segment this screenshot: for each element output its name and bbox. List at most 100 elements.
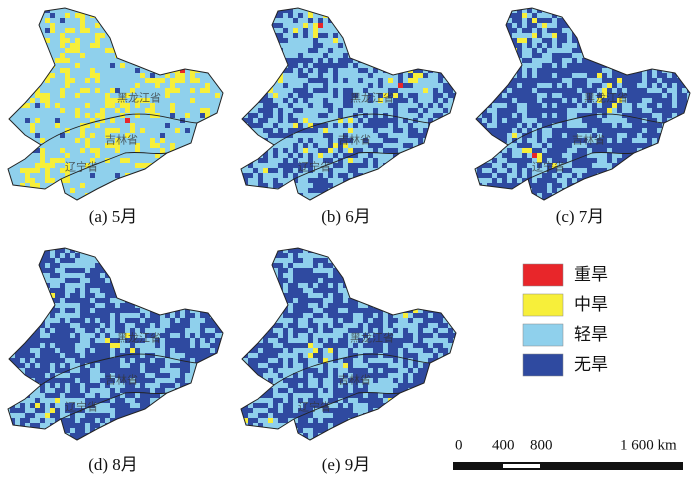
map-cell	[8, 33, 10, 38]
map-cell	[338, 348, 343, 353]
map-cell	[60, 13, 65, 18]
map-cell	[210, 78, 215, 83]
map-cell	[398, 323, 403, 328]
map-cell	[95, 63, 100, 68]
map-cell	[75, 128, 80, 133]
map-cell	[482, 198, 487, 200]
map-cell	[448, 278, 453, 283]
map-cell	[383, 328, 388, 333]
map-cell	[263, 8, 268, 13]
map-cell	[140, 43, 145, 48]
map-cell	[165, 58, 170, 63]
map-cell	[657, 8, 662, 13]
map-cell	[338, 153, 343, 158]
map-cell	[398, 363, 403, 368]
map-cell	[348, 118, 353, 123]
map-cell	[95, 168, 100, 173]
map-cell	[438, 268, 443, 273]
map-cell	[110, 58, 115, 63]
map-cell	[40, 178, 45, 183]
map-cell	[348, 333, 353, 338]
map-cell	[130, 358, 135, 363]
map-cell	[368, 368, 373, 373]
map-cell	[115, 148, 120, 153]
map-cell	[140, 98, 145, 103]
map-cell	[125, 93, 130, 98]
map-cell	[343, 288, 348, 293]
map-cell	[308, 98, 313, 103]
map-cell	[205, 48, 210, 53]
map-cell	[617, 153, 622, 158]
map-cell	[303, 183, 308, 188]
map-cell	[135, 248, 140, 253]
map-cell	[423, 93, 428, 98]
map-cell	[677, 33, 682, 38]
map-cell	[175, 108, 180, 113]
map-cell	[95, 118, 100, 123]
map-cell	[438, 3, 443, 8]
map-cell	[165, 43, 170, 48]
map-cell	[35, 363, 40, 368]
map-cell	[45, 388, 50, 393]
map-cell	[15, 258, 20, 263]
map-cell	[15, 288, 20, 293]
map-cell	[60, 178, 65, 183]
map-cell	[195, 383, 200, 388]
map-cell	[15, 273, 20, 278]
map-cell	[413, 18, 418, 23]
map-cell	[502, 53, 507, 58]
map-cell	[283, 353, 288, 358]
map-cell	[220, 188, 223, 193]
map-cell	[90, 123, 95, 128]
map-cell	[637, 28, 642, 33]
map-cell	[657, 3, 662, 8]
map-cell	[225, 73, 230, 78]
map-cell	[165, 13, 170, 18]
map-cell	[408, 328, 413, 333]
map-cell	[115, 303, 120, 308]
map-cell	[205, 33, 210, 38]
map-cell	[642, 103, 647, 108]
map-cell	[55, 88, 60, 93]
map-cell	[145, 173, 150, 178]
map-cell	[348, 343, 353, 348]
map-cell	[687, 183, 690, 188]
map-cell	[303, 18, 308, 23]
map-cell	[428, 328, 433, 333]
map-cell	[652, 43, 657, 48]
map-cell	[225, 28, 230, 33]
map-cell	[241, 93, 243, 98]
map-cell	[328, 78, 333, 83]
map-cell	[90, 378, 95, 383]
map-cell	[602, 68, 607, 73]
map-cell	[160, 148, 165, 153]
map-cell	[160, 353, 165, 358]
map-cell	[190, 303, 195, 308]
map-cell	[95, 388, 100, 393]
map-cell	[393, 323, 398, 328]
map-cell	[55, 183, 60, 188]
map-cell	[215, 33, 220, 38]
map-cell	[308, 183, 313, 188]
map-cell	[8, 393, 10, 398]
map-cell	[278, 28, 283, 33]
map-cell	[308, 53, 313, 58]
map-cell	[263, 198, 268, 200]
map-cell	[30, 48, 35, 53]
map-cell	[358, 248, 363, 253]
map-cell	[413, 298, 418, 303]
map-cell	[353, 38, 358, 43]
map-cell	[190, 338, 195, 343]
map-cell	[453, 18, 456, 23]
map-cell	[135, 13, 140, 18]
map-cell	[120, 313, 125, 318]
map-cell	[333, 8, 338, 13]
map-cell	[323, 23, 328, 28]
map-cell	[70, 158, 75, 163]
map-cell	[368, 78, 373, 83]
map-cell	[532, 178, 537, 183]
map-cell	[50, 193, 55, 198]
map-cell	[393, 48, 398, 53]
map-cell	[637, 133, 642, 138]
map-cell	[145, 183, 150, 188]
